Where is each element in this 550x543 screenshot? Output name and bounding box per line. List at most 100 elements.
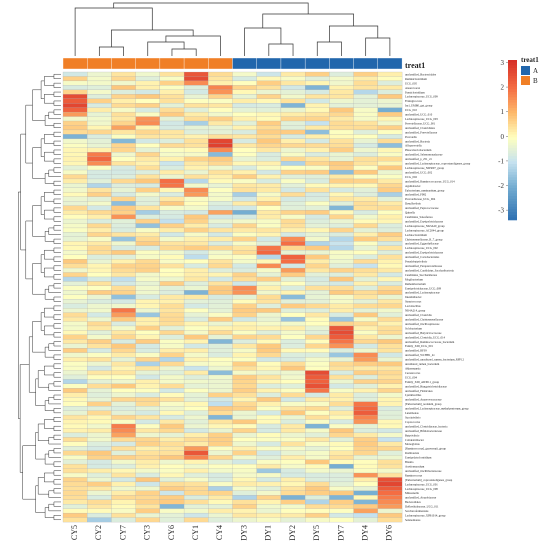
heatmap-cell [135,397,161,402]
colorbar-segment [508,137,517,141]
colorbar-segment [508,92,517,95]
heatmap-cell [329,125,354,131]
heatmap-cell [329,450,354,456]
heatmap-cell [353,401,379,407]
column-labels: CY5 CY2 CY7 CY3 CY6 CY1 CY4 DY3 DY1 DY2 DY5 DY7 DY4 D… [70,525,394,541]
heatmap-cell [353,303,379,309]
heatmap-cell [256,325,282,331]
heatmap-cell [87,205,112,211]
heatmap-cell [111,80,136,86]
heatmap-cell [135,192,161,197]
heatmap-cell [232,316,257,322]
heatmap-cell [183,414,209,420]
heatmap-cell [87,490,112,496]
heatmap-cell [62,463,88,469]
heatmap-cell [232,504,257,509]
heatmap-cell [305,463,330,469]
row-label: [Eubacterium]_coprostanoligenes_group [405,478,453,482]
colorbar-segment [508,201,517,205]
heatmap-cell [305,138,330,144]
heatmap-cell [111,397,136,402]
heatmap-cell [159,259,185,264]
heatmap-cell [159,437,185,443]
heatmap-cell [208,406,233,411]
heatmap-cell [232,303,257,309]
heatmap-cell [159,205,185,211]
heatmap-cell [232,223,257,229]
row-label: Candidatus_Soleaferrea [405,215,433,219]
heatmap-cell [256,232,282,238]
heatmap-cell [280,205,306,211]
heatmap-cell [87,196,112,202]
heatmap-cell [111,259,136,264]
colorbar-segment [508,118,517,122]
row-label: Defluviitaleaceae_UCG_011 [405,505,439,509]
heatmap-cell [159,196,185,202]
row-label: unclassified_Oscillospiraceae [405,322,440,326]
heatmap-cell [135,218,161,224]
heatmap-cell [305,325,330,331]
heatmap-cell [256,508,282,514]
dendrogram-branch [171,48,197,56]
heatmap-cell [232,383,257,389]
heatmap-cell [111,370,136,376]
heatmap-cell [305,143,330,148]
heatmap-cell [329,76,354,82]
heatmap-cell [280,432,306,438]
heatmap-cell [280,250,306,255]
heatmap-cell [135,245,161,251]
heatmap-cell [377,165,403,171]
heatmap-cell [159,481,185,487]
heatmap-cell [87,481,112,487]
heatmap-cell [280,147,306,153]
heatmap-cell [305,187,330,193]
row-label: Saccharofermentans [405,509,429,513]
heatmap-cell [353,209,379,215]
heatmap-cell [256,316,282,322]
heatmap-cell [183,348,209,353]
heatmap-cell [135,259,161,264]
heatmap-cell [62,134,88,140]
heatmap-cell [159,294,185,300]
row-label: Lachnospiraceae_UCG_003 [405,117,438,121]
heatmap-cell [111,143,136,148]
heatmap-cell [111,406,136,411]
heatmap-cell [256,410,282,416]
heatmap-cell [135,294,161,300]
heatmap-cell [208,147,233,153]
heatmap-cell [256,477,282,483]
heatmap-cell [280,294,306,300]
colorbar-segment [508,182,517,186]
heatmap-cell [305,481,330,487]
heatmap-cell [280,116,306,122]
heatmap-cell [305,486,330,492]
dendrogram-branch [53,394,61,400]
heatmap-cell [183,71,209,77]
heatmap-cell [62,339,88,345]
heatmap-cell [232,214,257,220]
heatmap-cell [305,330,330,336]
colorbar-tick-label: 1 [501,108,505,116]
heatmap-cell [232,388,257,394]
dendrogram-branch [48,227,61,235]
heatmap-cell [280,143,306,148]
row-label: Erysipelatoclostridium [405,456,432,460]
row-label: unclassified_F082 [405,193,427,197]
row-label: Mogibacterium [405,277,424,281]
heatmap-cell [208,397,233,402]
heatmap-cell [329,223,354,229]
heatmap-cell [208,294,233,300]
heatmap-cell [329,370,354,376]
heatmap-cell [329,152,354,157]
heatmap-cell [135,352,161,358]
heatmap-cell [377,178,403,184]
row-label: Prevotellaceae_UCG_001 [405,121,436,125]
heatmap-cell [329,472,354,478]
heatmap-cell [256,339,282,345]
row-label: Anaerovorax [405,86,421,90]
heatmap-cell [62,312,88,318]
colorbar-segment [508,62,517,66]
group-legend-label: B [533,77,538,85]
row-label: Family_XIII_UCG_001 [405,344,433,348]
heatmap-cell [62,441,88,447]
